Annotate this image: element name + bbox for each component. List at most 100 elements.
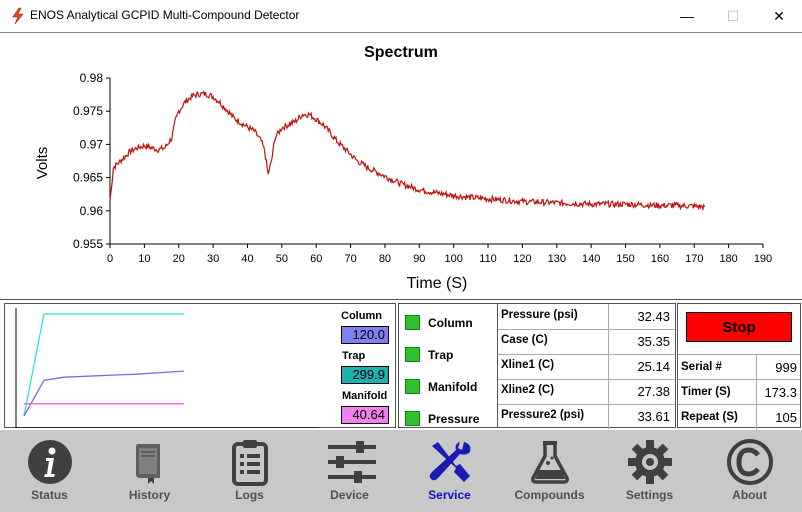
nav-logs[interactable]: Logs (202, 430, 297, 512)
reading-row: Xline2 (C) 27.38 (498, 379, 675, 405)
x-tick-label: 50 (276, 253, 288, 265)
status-indicators: Column Trap Manifold Pressure (398, 303, 498, 428)
reading-label: Xline2 (C) (501, 384, 555, 396)
mini-series-line (23, 370, 185, 417)
nav-history[interactable]: History (102, 430, 197, 512)
control-row: Serial # 999 (678, 354, 800, 380)
x-tick-label: 0 (107, 253, 113, 265)
trap-heater-label: Trap (342, 350, 366, 362)
heater-trend-panel: Column 120.0 Trap 299.9 Manifold 40.64 (4, 303, 396, 428)
x-axis-label: Time (S) (407, 275, 468, 292)
x-tick-label: 90 (413, 253, 425, 265)
serial-label: Serial # (681, 361, 722, 373)
reading-row: Pressure2 (psi) 33.61 (498, 404, 675, 429)
app-logo-icon (12, 7, 24, 25)
x-tick-label: 70 (344, 253, 356, 265)
reading-value: 27.38 (608, 379, 674, 404)
y-tick-label: 0.975 (73, 104, 103, 118)
window-title: ENOS Analytical GCPID Multi-Compound Det… (30, 8, 300, 22)
reading-value: 25.14 (608, 354, 674, 379)
trap-heater-value: 299.9 (341, 366, 389, 384)
reading-label: Pressure2 (psi) (501, 409, 585, 421)
spectrum-plot: Spectrum Time (S) Volts 0 10 20 30 40 50 60 70 8… (34, 44, 772, 292)
nav-history-label: History (128, 488, 171, 502)
stop-button[interactable]: Stop (686, 312, 792, 342)
nav-status[interactable]: Status (2, 430, 97, 512)
repeat-label: Repeat (S) (681, 411, 738, 423)
gear-icon (628, 440, 672, 484)
reading-row: Case (C) 35.35 (498, 329, 675, 355)
y-tick-label: 0.96 (80, 204, 104, 218)
maximize-button[interactable]: ☐ (726, 7, 740, 24)
x-tick-label: 80 (379, 253, 391, 265)
title-bar: ENOS Analytical GCPID Multi-Compound Det… (0, 0, 802, 32)
nav-settings-label: Settings (625, 488, 674, 502)
reading-row: Xline1 (C) 25.14 (498, 354, 675, 380)
control-row: Repeat (S) 105 (678, 404, 800, 430)
reading-label: Case (C) (501, 334, 548, 346)
trap-status-label: Trap (428, 348, 454, 362)
reading-value: 33.61 (608, 404, 674, 429)
pressure-status-label: Pressure (428, 412, 480, 426)
timer-value: 173.3 (756, 380, 800, 405)
info-icon (28, 440, 72, 484)
y-tick-label: 0.955 (73, 237, 103, 251)
x-tick-label: 140 (582, 253, 600, 265)
reading-row: Pressure (psi) 32.43 (498, 304, 675, 330)
x-tick-label: 160 (651, 253, 669, 265)
x-tick-label: 150 (616, 253, 634, 265)
instrument-panel: Column 120.0 Trap 299.9 Manifold 40.64 C… (0, 301, 802, 430)
nav-service-label: Service (428, 488, 471, 502)
y-tick-label: 0.98 (80, 71, 104, 85)
trap-status-led (405, 347, 420, 362)
column-status-label: Column (428, 316, 473, 330)
book-icon (136, 444, 160, 484)
heater-trend-chart (15, 308, 319, 428)
flask-icon (531, 441, 569, 484)
manifold-status-label: Manifold (428, 380, 478, 394)
reading-value: 35.35 (608, 329, 674, 354)
column-heater-label: Column (341, 310, 382, 322)
manifold-heater-label: Manifold (342, 390, 388, 402)
nav-status-label: Status (31, 488, 68, 502)
timer-label: Timer (S) (681, 386, 731, 398)
minimize-button[interactable]: — (680, 8, 694, 24)
manifold-heater-value: 40.64 (341, 406, 389, 424)
control-row: Timer (S) 173.3 (678, 379, 800, 405)
nav-logs-label: Logs (235, 488, 264, 502)
pressure-status-led (405, 411, 420, 426)
x-tick-label: 40 (241, 253, 253, 265)
x-tick-label: 170 (685, 253, 703, 265)
repeat-value: 105 (756, 405, 800, 430)
nav-device[interactable]: Device (302, 430, 397, 512)
x-tick-label: 190 (754, 253, 772, 265)
column-heater-value: 120.0 (341, 326, 389, 344)
nav-about[interactable]: About (702, 430, 797, 512)
manifold-status-led (405, 379, 420, 394)
column-status-led (405, 315, 420, 330)
y-tick-label: 0.965 (73, 171, 103, 185)
clipboard-icon (232, 440, 268, 486)
copyright-icon (727, 439, 773, 485)
reading-label: Pressure (psi) (501, 309, 578, 321)
nav-compounds[interactable]: Compounds (502, 430, 597, 512)
spectrum-series-line (109, 90, 706, 212)
x-tick-label: 110 (479, 253, 497, 265)
reading-value: 32.43 (608, 304, 674, 329)
mini-series-line (23, 313, 184, 417)
close-button[interactable]: ✕ (773, 7, 785, 24)
nav-about-label: About (732, 488, 767, 502)
chart-title: Spectrum (364, 44, 438, 61)
x-tick-label: 120 (513, 253, 531, 265)
bottom-nav: Status History Logs (0, 430, 802, 512)
nav-service[interactable]: Service (402, 430, 497, 512)
x-tick-label: 130 (548, 253, 566, 265)
x-tick-label: 180 (719, 253, 737, 265)
readings-table: Pressure (psi) 32.43 Case (C) 35.35 Xlin… (497, 303, 676, 429)
y-tick-label: 0.97 (80, 137, 104, 151)
run-control-panel: Stop Serial # 999 Timer (S) 173.3 Repeat… (677, 303, 801, 430)
serial-value: 999 (756, 355, 800, 380)
x-tick-label: 10 (138, 253, 150, 265)
nav-settings[interactable]: Settings (602, 430, 697, 512)
tools-icon (429, 442, 471, 482)
